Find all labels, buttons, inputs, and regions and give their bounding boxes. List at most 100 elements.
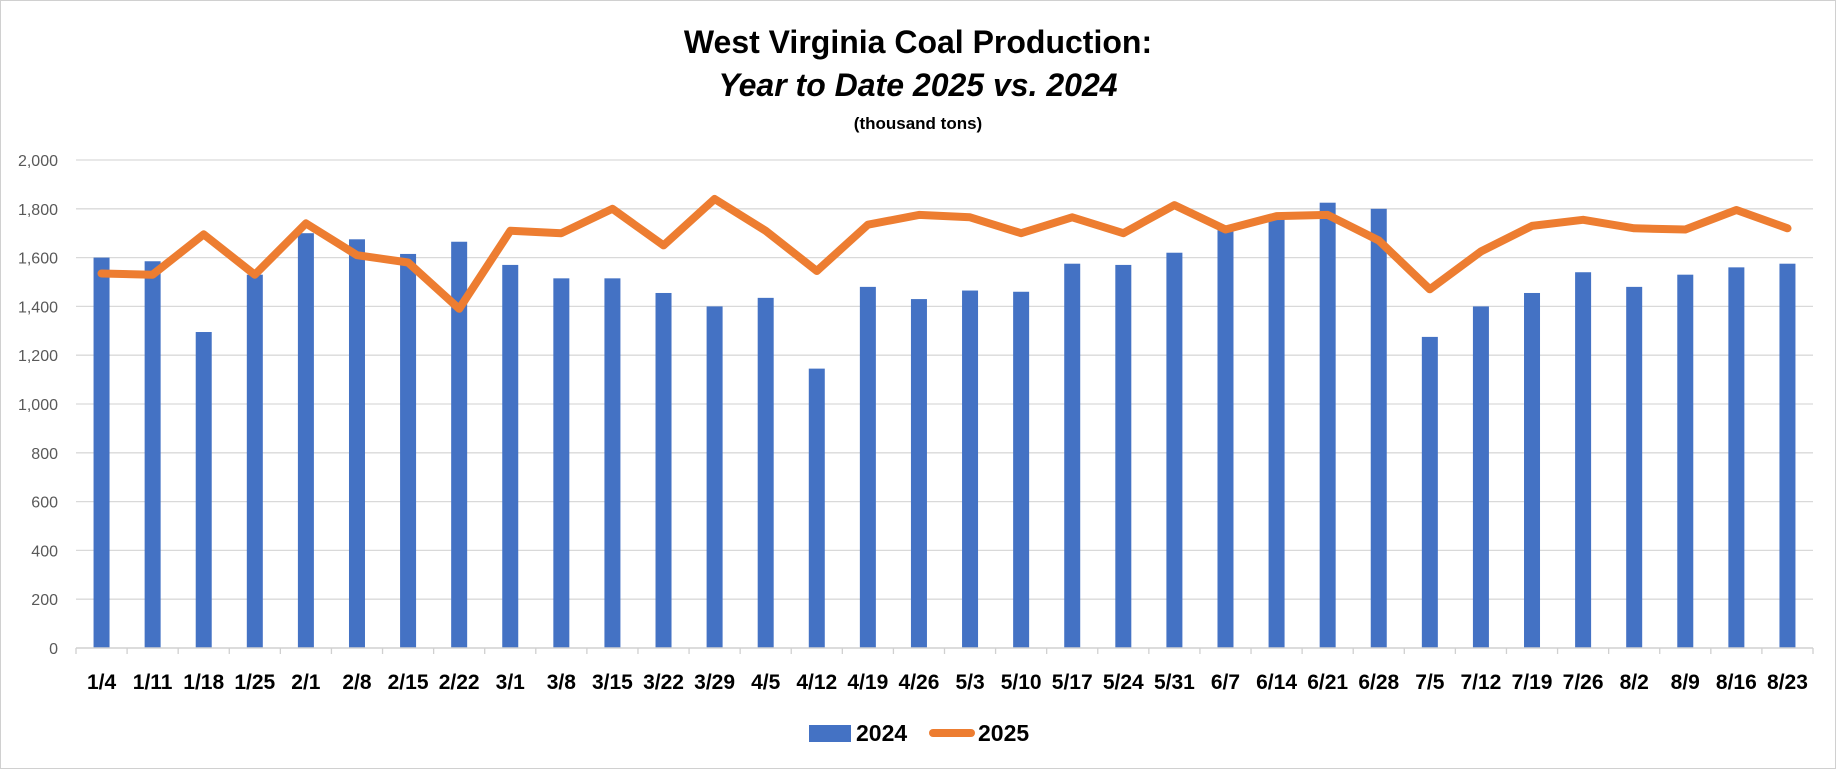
point-2025 [1684,229,1686,231]
x-tick-label: 5/10 [1001,671,1042,694]
y-tick-label: 1,200 [18,348,58,365]
x-tick-label: 8/23 [1767,671,1808,694]
bar-2024 [195,332,212,648]
x-tick-label: 3/29 [694,671,735,694]
chart-title: West Virginia Coal Production: [684,24,1152,60]
x-axis-tick-labels: 1/4 1/11 1/18 1/25 2/1 2/8 2/15 2/22 3/1 3/8 3/15 3… [87,671,1808,694]
point-2025 [1429,288,1431,290]
bar-2024 [144,261,161,648]
y-tick-label: 1,800 [18,202,58,219]
y-tick-label: 400 [31,543,58,560]
point-2025 [305,222,307,224]
point-2025 [765,230,767,232]
x-tick-label: 5/17 [1052,671,1093,694]
y-tick-label: 800 [31,446,58,463]
point-2025 [918,214,920,216]
point-2025 [1378,240,1380,242]
y-tick-label: 1,400 [18,299,58,316]
bar-2024 [1217,229,1234,649]
point-2025 [1531,225,1533,227]
bar-2024 [757,297,774,648]
bar-2024 [1575,272,1592,648]
y-axis-tick-labels: 0 200 400 600 800 1,000 1,200 1,400 1,600 1,800 2,… [18,153,58,658]
point-2025 [969,216,971,218]
bar-2024 [1166,252,1183,648]
x-tick-label: 3/1 [496,671,526,694]
bar-2024 [1268,218,1285,648]
bar-2024 [553,278,570,648]
bar-2024 [859,286,876,648]
x-tick-label: 4/5 [751,671,781,694]
x-tick-label: 3/8 [547,671,577,694]
bar-2024 [451,241,468,649]
x-tick-label: 2/22 [439,671,480,694]
point-2025 [101,272,103,274]
bar-2024 [1421,336,1438,648]
point-2025 [867,224,869,226]
bar-2024 [655,292,672,648]
x-tick-label: 8/16 [1716,671,1757,694]
x-tick-label: 1/11 [133,671,173,694]
x-tick-label: 6/28 [1358,671,1399,694]
point-2025 [1633,227,1635,229]
bar-2024 [910,299,927,648]
y-tick-label: 600 [31,495,58,512]
x-tick-label: 8/2 [1620,671,1649,694]
x-tick-label: 6/14 [1256,671,1297,694]
y-tick-label: 2,000 [18,153,58,170]
x-tick-label: 7/19 [1512,671,1553,694]
x-tick-label: 2/1 [291,671,321,694]
point-2025 [816,270,818,272]
bar-2024 [1626,286,1643,648]
bar-2024 [1524,292,1541,648]
chart-unit-label: (thousand tons) [854,114,982,133]
x-tick-label: 4/26 [899,671,940,694]
bar-2024 [93,257,110,648]
bar-2024 [1728,267,1745,648]
bar-2024 [1013,291,1030,648]
point-2025 [1224,229,1226,231]
legend-label-2025: 2025 [978,720,1029,746]
point-2025 [1480,251,1482,252]
point-2025 [152,274,154,276]
point-2025 [1071,216,1073,218]
bar-2024 [962,290,979,648]
bar-2024 [1319,202,1336,648]
x-tick-label: 7/26 [1563,671,1604,694]
point-2025 [1020,232,1022,234]
bar-2024 [1115,264,1132,648]
point-2025 [1327,214,1329,216]
legend: 2024 2025 [809,720,1029,746]
point-2025 [1735,209,1737,211]
bar-2024 [400,253,417,648]
point-2025 [1786,227,1788,229]
point-2025 [560,232,562,234]
bar-2024 [348,239,365,649]
point-2025 [1276,215,1278,217]
bar-2024 [1370,208,1387,649]
bar-2024 [297,233,314,648]
x-tick-label: 3/15 [592,671,633,694]
y-tick-label: 1,000 [18,397,58,414]
chart-subtitle: Year to Date 2025 vs. 2024 [718,67,1117,103]
point-2025 [254,274,256,276]
point-2025 [611,208,613,210]
point-2025 [663,244,665,246]
point-2025 [509,230,511,232]
y-tick-label: 1,600 [18,251,58,268]
series-2025-line [97,195,1792,313]
x-axis-tick-marks [75,648,1814,654]
x-tick-label: 1/25 [234,671,275,694]
point-2025 [714,198,716,200]
y-tick-label: 200 [31,592,58,609]
x-tick-label: 5/3 [955,671,984,694]
bar-2024 [502,264,519,648]
bar-2024 [1677,274,1694,648]
bar-2024 [604,278,621,648]
point-2025 [356,254,358,256]
x-tick-label: 4/19 [847,671,888,694]
y-tick-label: 0 [49,641,58,658]
x-tick-label: 4/12 [796,671,837,694]
x-tick-label: 5/24 [1103,671,1144,694]
x-tick-label: 7/12 [1460,671,1501,694]
